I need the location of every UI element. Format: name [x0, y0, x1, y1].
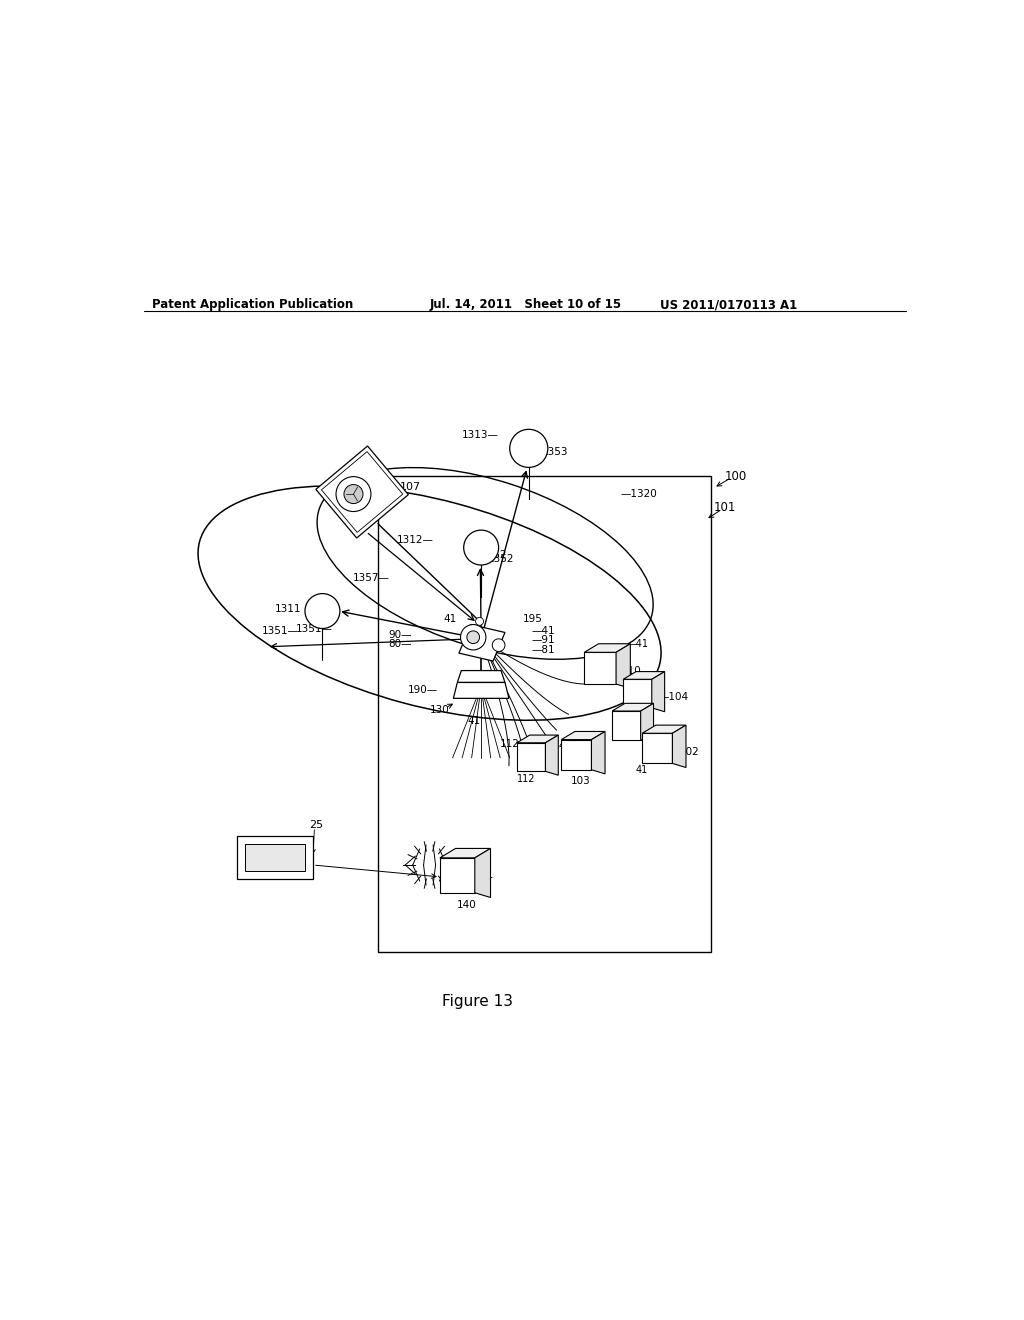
Text: 1351—: 1351— — [296, 624, 333, 635]
Text: 1311: 1311 — [274, 605, 301, 615]
Polygon shape — [458, 671, 505, 682]
Polygon shape — [673, 725, 686, 767]
Polygon shape — [546, 735, 558, 775]
Circle shape — [344, 484, 362, 504]
Polygon shape — [440, 858, 475, 892]
Polygon shape — [561, 739, 592, 770]
Polygon shape — [517, 735, 558, 743]
Circle shape — [336, 477, 371, 512]
Text: 111: 111 — [648, 725, 668, 735]
Text: —41: —41 — [627, 639, 648, 649]
Polygon shape — [642, 725, 686, 734]
Text: 110: 110 — [622, 665, 641, 676]
Text: 1313—: 1313— — [462, 430, 499, 440]
Polygon shape — [641, 704, 653, 743]
Text: 1353: 1353 — [543, 447, 568, 457]
Circle shape — [464, 531, 499, 565]
Polygon shape — [624, 672, 665, 680]
Text: 101: 101 — [714, 502, 736, 515]
Text: Patent Application Publication: Patent Application Publication — [152, 298, 353, 312]
Text: 107: 107 — [399, 482, 421, 492]
Text: —91: —91 — [531, 635, 555, 645]
Text: 1352: 1352 — [487, 553, 514, 564]
Polygon shape — [616, 644, 631, 688]
Polygon shape — [652, 672, 665, 711]
Text: —104: —104 — [658, 692, 688, 702]
Polygon shape — [454, 682, 509, 698]
Text: US 2011/0170113 A1: US 2011/0170113 A1 — [659, 298, 797, 312]
Circle shape — [305, 594, 340, 628]
Polygon shape — [475, 849, 490, 898]
Polygon shape — [612, 711, 641, 739]
Text: 1351—: 1351— — [262, 626, 299, 636]
Text: 90—: 90— — [389, 630, 412, 640]
Circle shape — [467, 631, 479, 644]
Bar — [378, 477, 712, 952]
Text: 112: 112 — [517, 775, 536, 784]
Polygon shape — [440, 849, 490, 858]
Polygon shape — [517, 743, 546, 771]
Text: Figure 13: Figure 13 — [441, 994, 513, 1008]
Circle shape — [475, 618, 483, 626]
Polygon shape — [624, 680, 652, 708]
Polygon shape — [561, 731, 605, 739]
Polygon shape — [592, 731, 605, 774]
Text: 41: 41 — [636, 764, 648, 775]
Text: 100: 100 — [725, 470, 748, 483]
Text: 130: 130 — [430, 705, 450, 715]
Text: 1357—: 1357— — [353, 573, 390, 582]
Polygon shape — [459, 624, 505, 661]
Bar — [245, 845, 305, 871]
Polygon shape — [585, 644, 631, 652]
Text: Jul. 14, 2011   Sheet 10 of 15: Jul. 14, 2011 Sheet 10 of 15 — [430, 298, 622, 312]
Bar — [237, 836, 313, 879]
Polygon shape — [315, 446, 409, 539]
Text: —41: —41 — [531, 626, 555, 636]
Circle shape — [493, 639, 505, 652]
Text: 41: 41 — [468, 715, 481, 726]
Polygon shape — [612, 704, 653, 711]
Text: 80—: 80— — [389, 639, 412, 649]
Text: 1312—: 1312— — [396, 535, 433, 545]
Text: 140: 140 — [457, 900, 476, 909]
Polygon shape — [642, 734, 673, 763]
Text: 195: 195 — [522, 614, 543, 624]
Circle shape — [461, 624, 486, 649]
Text: 190—: 190— — [408, 685, 437, 696]
Text: —1320: —1320 — [620, 488, 656, 499]
Text: 102: 102 — [680, 747, 699, 756]
Text: —81: —81 — [531, 645, 555, 655]
Text: 1352: 1352 — [481, 550, 508, 561]
Text: 112: 112 — [500, 739, 519, 750]
Polygon shape — [585, 652, 616, 684]
Text: 41: 41 — [558, 741, 570, 751]
Text: 41: 41 — [481, 870, 494, 879]
Text: 25: 25 — [309, 820, 323, 830]
Text: 41: 41 — [443, 614, 457, 624]
Polygon shape — [322, 451, 402, 532]
Text: 103: 103 — [570, 776, 591, 785]
Circle shape — [510, 429, 548, 467]
